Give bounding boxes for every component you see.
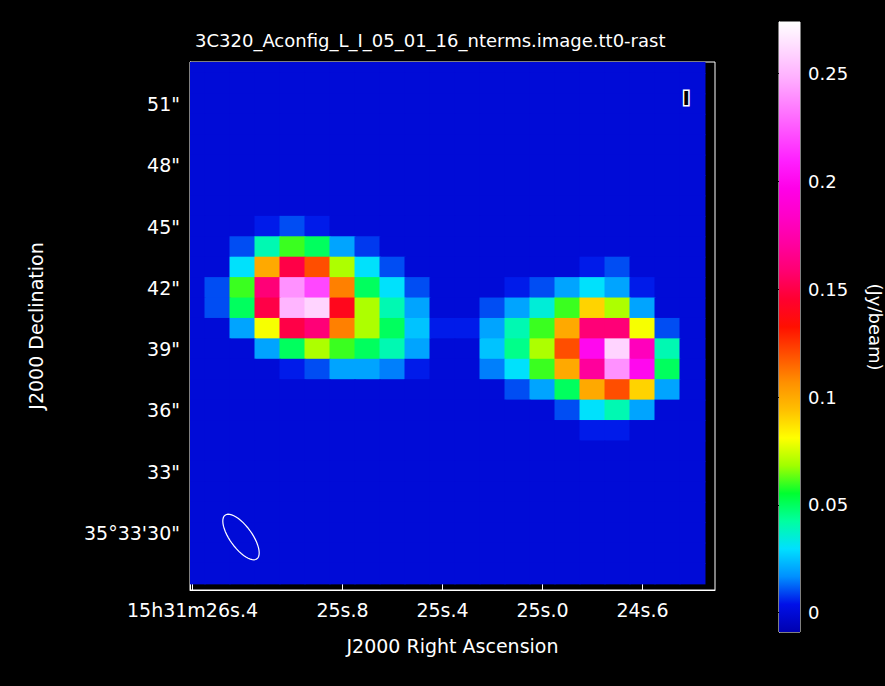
svg-text:33": 33" [147,461,180,483]
svg-text:0.05: 0.05 [808,494,848,515]
svg-text:45": 45" [147,216,180,238]
svg-text:(Jy/beam): (Jy/beam) [865,283,885,370]
svg-text:25s.4: 25s.4 [416,599,468,621]
svg-text:3C320_Aconfig_L_I_05_01_16_nte: 3C320_Aconfig_L_I_05_01_16_nterms.image.… [195,30,665,52]
svg-text:25s.8: 25s.8 [316,599,368,621]
svg-text:51": 51" [147,93,180,115]
svg-text:42": 42" [147,277,180,299]
svg-text:0.15: 0.15 [808,279,848,300]
svg-text:0: 0 [808,602,819,623]
svg-text:25s.0: 25s.0 [516,599,568,621]
svg-text:J2000 Declination: J2000 Declination [25,242,47,410]
svg-text:0.25: 0.25 [808,63,848,84]
svg-text:I: I [683,86,690,110]
svg-text:0.2: 0.2 [808,171,837,192]
svg-text:35°33'30": 35°33'30" [84,522,180,544]
svg-text:J2000 Right Ascension: J2000 Right Ascension [346,635,559,657]
svg-text:36": 36" [147,399,180,421]
svg-text:24s.6: 24s.6 [616,599,668,621]
svg-text:48": 48" [147,154,180,176]
svg-text:15h31m26s.4: 15h31m26s.4 [127,599,258,621]
svg-text:0.1: 0.1 [808,387,837,408]
svg-text:39": 39" [147,338,180,360]
